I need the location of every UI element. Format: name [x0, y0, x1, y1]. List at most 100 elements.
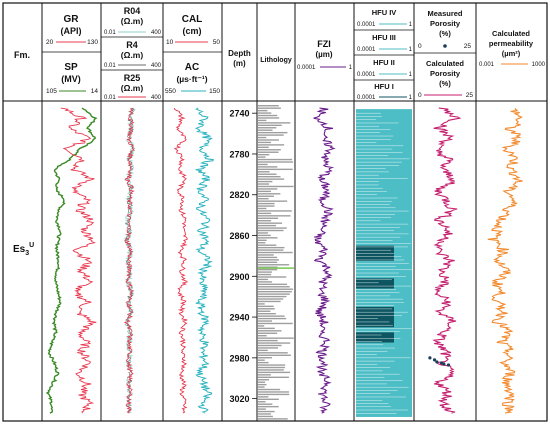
r4-unit: (Ω.m)	[121, 50, 144, 60]
lithology-bar	[258, 185, 294, 188]
lithology-bar	[258, 205, 275, 207]
mpor-min: 0	[418, 43, 422, 50]
hfu2-name: HFU II	[373, 58, 395, 67]
lithology-bar	[258, 109, 268, 112]
lithology-bar	[258, 357, 272, 359]
lithology-bar	[258, 124, 282, 127]
lithology-bar	[258, 149, 281, 151]
lithology-bar	[258, 369, 284, 371]
lithology-bar	[258, 134, 284, 136]
lithology-bar	[258, 146, 269, 149]
lithology-bar	[258, 190, 271, 193]
depth-tick-label: 2740	[229, 109, 249, 119]
lithology-bar	[258, 303, 265, 305]
r25-min: 0.01	[104, 95, 116, 101]
lithology-bar	[258, 327, 275, 330]
lithology-bar	[258, 388, 281, 391]
lithology-bar	[258, 410, 275, 413]
lithology-bar	[258, 383, 267, 386]
lithology-bar	[258, 107, 281, 109]
gr-min: 20	[46, 39, 54, 46]
hfu-dark-band	[356, 278, 394, 289]
cpor-name-1: Calculated	[426, 59, 464, 68]
lithology-bar	[258, 249, 284, 251]
hfu1-name: HFU I	[374, 82, 394, 91]
hfu-track	[356, 109, 412, 417]
lithology-bar	[258, 222, 283, 224]
lithology-bar	[258, 207, 267, 210]
lithology-bar	[258, 129, 273, 131]
lithology-bar	[258, 171, 270, 173]
fm-header: Fm.	[14, 50, 30, 60]
hfu2-max: 1	[409, 72, 413, 78]
cal-curve	[173, 108, 189, 414]
lithology-bar	[258, 114, 278, 117]
r4-max: 400	[151, 63, 162, 69]
measured-porosity-point	[435, 360, 439, 364]
lithology-bar	[258, 220, 272, 222]
lithology-bar	[258, 119, 267, 122]
hfu3-name: HFU III	[372, 33, 396, 42]
lithology-bar	[258, 288, 294, 290]
lithology-bar	[258, 161, 294, 163]
sp-name: SP	[64, 62, 78, 73]
cal-name: CAL	[182, 14, 203, 25]
lithology-bar	[258, 175, 281, 178]
lith-name: Lithology	[260, 57, 292, 64]
depth-axis: 2740 2780 2820 2860 2900 2940 2980 3020	[229, 109, 257, 404]
lithology-bar	[258, 261, 278, 264]
lithology-bar	[258, 210, 292, 212]
lithology-bar	[258, 156, 266, 158]
lithology-bar	[258, 193, 281, 195]
lithology-bar	[258, 344, 282, 347]
lithology-bar	[258, 195, 274, 197]
lithology-bar	[258, 158, 293, 161]
r25-curve	[123, 107, 135, 414]
lithology-bar	[258, 393, 290, 396]
lithology-bar	[258, 212, 272, 215]
lithology-bar	[258, 354, 291, 356]
gr-max: 130	[87, 39, 98, 46]
mpor-marker	[443, 44, 447, 48]
depth-tick-label: 2860	[229, 231, 249, 241]
perm-min: 0.001	[479, 62, 495, 68]
measured-porosity-point	[432, 358, 437, 362]
formation-label: Es3U	[13, 242, 34, 257]
lithology-bar	[258, 342, 291, 344]
fzi-unit: (µm)	[315, 50, 332, 59]
ac-name: AC	[185, 62, 199, 73]
hfu-dark-band	[356, 332, 394, 343]
lithology-bar	[258, 337, 294, 339]
mpor-name-2: Porosity	[430, 19, 461, 28]
lithology-bar	[258, 312, 276, 315]
r25-max: 400	[151, 95, 162, 101]
lithology-bar	[258, 391, 289, 393]
lithology-bar	[258, 295, 287, 298]
lithology-bar	[258, 271, 272, 273]
r4-name: R4	[126, 40, 138, 50]
perm-max: 1000	[532, 62, 546, 68]
depth-tick-label: 2940	[229, 313, 249, 323]
lithology-bar	[258, 232, 269, 234]
lithology-bar	[258, 136, 267, 139]
lithology-bar	[258, 168, 293, 171]
lithology-bar	[258, 335, 267, 337]
lithology-bar	[258, 239, 267, 241]
lithology-bar	[258, 320, 273, 322]
r25-name: R25	[124, 73, 141, 83]
lithology-bar	[258, 283, 287, 286]
sp-max: 14	[91, 88, 99, 95]
r04-name: R04	[124, 6, 141, 16]
lithology-bar	[258, 254, 274, 256]
cal-max: 50	[213, 39, 221, 46]
sp-curve	[45, 107, 98, 414]
lithology-bar	[258, 112, 272, 114]
lithology-bar	[258, 166, 278, 168]
mpor-max: 25	[464, 43, 472, 50]
lithology-bar	[258, 361, 269, 364]
lithology-bar	[258, 153, 270, 156]
measured-porosity-point	[442, 362, 446, 366]
lithology-bar	[258, 315, 285, 317]
